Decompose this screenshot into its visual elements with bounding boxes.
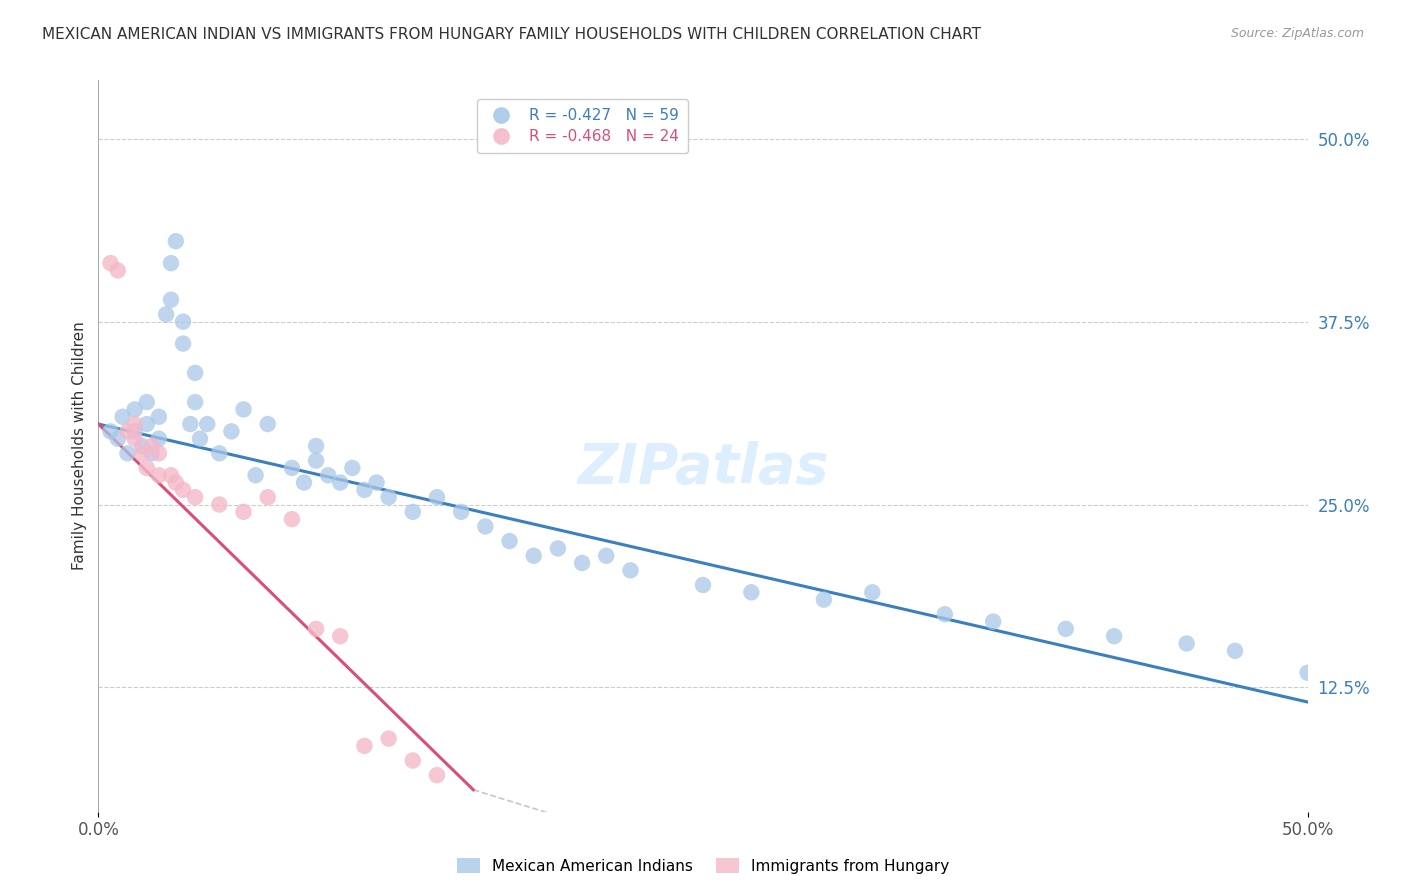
Point [366,475,388,490]
Point [135,417,157,431]
Point [148,446,170,460]
Point [1223,644,1246,658]
Point [148,468,170,483]
Point [184,395,207,409]
Point [172,483,194,497]
Point [165,234,187,248]
Point [1296,665,1319,680]
Point [188,432,211,446]
Point [342,461,364,475]
Y-axis label: Family Households with Children: Family Households with Children [72,322,87,570]
Point [305,622,328,636]
Point [100,256,122,270]
Point [195,417,218,431]
Point [256,417,278,431]
Point [281,512,304,526]
Point [160,468,183,483]
Point [141,439,163,453]
Point [172,336,194,351]
Point [402,505,425,519]
Text: MEXICAN AMERICAN INDIAN VS IMMIGRANTS FROM HUNGARY FAMILY HOUSEHOLDS WITH CHILDR: MEXICAN AMERICAN INDIAN VS IMMIGRANTS FR… [42,27,981,42]
Point [232,505,254,519]
Point [221,425,243,439]
Point [353,483,375,497]
Point [860,585,883,599]
Point [692,578,714,592]
Point [595,549,617,563]
Point [117,425,139,439]
Point [1054,622,1077,636]
Point [124,402,146,417]
Point [184,490,207,504]
Point [353,739,375,753]
Point [474,519,496,533]
Point [281,461,304,475]
Point [148,432,170,446]
Point [547,541,569,556]
Point [523,549,546,563]
Point [292,475,315,490]
Point [135,395,157,409]
Point [1175,636,1198,650]
Legend: Mexican American Indians, Immigrants from Hungary: Mexican American Indians, Immigrants fro… [451,852,955,880]
Point [208,498,231,512]
Point [245,468,267,483]
Point [402,754,425,768]
Point [498,534,520,549]
Point [740,585,762,599]
Point [165,475,187,490]
Point [934,607,956,622]
Point [377,490,399,504]
Point [160,293,183,307]
Point [377,731,399,746]
Legend: R = -0.427   N = 59, R = -0.468   N = 24: R = -0.427 N = 59, R = -0.468 N = 24 [477,99,688,153]
Point [160,256,183,270]
Point [232,402,254,417]
Point [107,432,129,446]
Point [179,417,201,431]
Point [329,629,352,643]
Point [813,592,835,607]
Point [208,446,231,460]
Point [571,556,593,570]
Point [619,563,641,577]
Point [100,425,122,439]
Point [426,768,449,782]
Point [117,446,139,460]
Point [131,439,153,453]
Point [124,432,146,446]
Point [131,446,153,460]
Point [305,453,328,467]
Point [426,490,449,504]
Point [111,409,134,424]
Point [155,307,177,321]
Point [124,417,146,431]
Point [256,490,278,504]
Point [172,315,194,329]
Point [316,468,339,483]
Point [450,505,472,519]
Text: ZIPatlas: ZIPatlas [578,441,828,495]
Point [124,425,146,439]
Point [305,439,328,453]
Text: Source: ZipAtlas.com: Source: ZipAtlas.com [1230,27,1364,40]
Point [1102,629,1125,643]
Point [148,409,170,424]
Point [981,615,1004,629]
Point [329,475,352,490]
Point [135,461,157,475]
Point [141,446,163,460]
Point [184,366,207,380]
Point [107,263,129,277]
